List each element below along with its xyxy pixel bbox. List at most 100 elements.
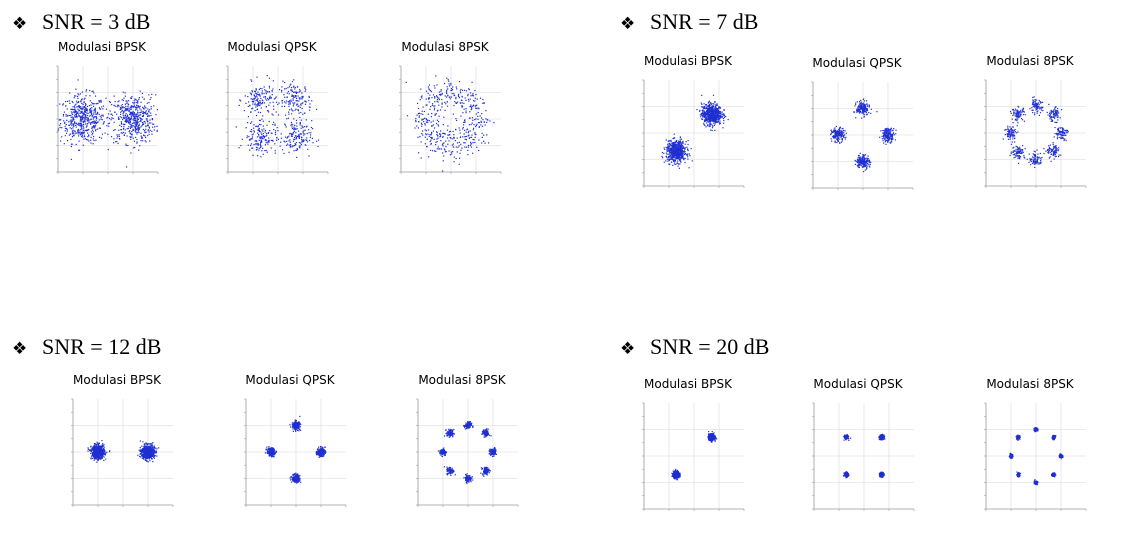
scatter-point [276,140,277,141]
scatter-point [466,139,467,140]
scatter-point [101,115,102,116]
scatter-point [141,119,142,120]
scatter-point [463,124,464,125]
scatter-point [711,112,712,113]
scatter-point [264,86,265,87]
scatter-point [1009,126,1010,127]
scatter-point [89,105,90,106]
scatter-point [308,155,309,156]
scatter-point [265,90,266,91]
scatter-point [482,126,483,127]
scatter-point [1011,153,1012,154]
scatter-point [151,134,152,135]
scatter-point [419,117,420,118]
scatter-point [148,102,149,103]
scatter-point [298,109,299,110]
scatter-point [256,95,257,96]
scatter-point [1054,136,1055,137]
scatter-point [122,133,123,134]
scatter-point [252,155,253,156]
scatter-point [1024,111,1025,112]
scatter-point [882,136,883,137]
scatter-point [471,108,472,109]
scatter-point [429,85,430,86]
scatter-point [123,92,124,93]
scatter-point [250,131,251,132]
scatter-point [1058,129,1059,130]
scatter-point [493,122,494,123]
scatter-point [72,119,73,120]
scatter-point [432,105,433,106]
scatter-point [845,138,846,139]
scatter-point [1013,127,1014,128]
scatter-point [278,103,279,104]
scatter-point [302,140,303,141]
scatter-point [425,137,426,138]
scatter-point [142,93,143,94]
scatter-point [1003,138,1004,139]
scatter-point [448,81,449,82]
scatter-point [251,121,252,122]
scatter-point [863,98,864,99]
scatter-point [116,134,117,135]
scatter-point [855,117,856,118]
scatter-point [446,90,447,91]
scatter-point [121,126,122,127]
scatter-point [61,136,62,137]
scatter-point [1047,112,1048,113]
scatter-point [103,444,104,445]
scatter-point [150,99,151,100]
scatter-point [475,105,476,106]
scatter-point [285,115,286,116]
scatter-point [293,79,294,80]
scatter-point [890,142,891,143]
scatter-point [123,100,124,101]
scatter-point [286,118,287,119]
constellation-bpsk-12db-svg [65,395,175,513]
scatter-point [674,144,675,145]
scatter-point [139,127,140,128]
scatter-point [128,122,129,123]
scatter-point [300,133,301,134]
scatter-point [459,142,460,143]
scatter-point [248,101,249,102]
scatter-point [126,116,127,117]
scatter-point [298,95,299,96]
scatter-point [155,114,156,115]
scatter-point [426,104,427,105]
scatter-point [886,137,887,138]
scatter-point [471,147,472,148]
scatter-point [290,99,291,100]
scatter-point [117,136,118,137]
scatter-point [442,104,443,105]
scatter-point [1012,119,1013,120]
scatter-point [147,135,148,136]
scatter-point [428,156,429,157]
scatter-point [463,142,464,143]
scatter-point [272,140,273,141]
scatter-point [457,101,458,102]
scatter-point [147,121,148,122]
scatter-point [73,133,74,134]
scatter-point [72,101,73,102]
scatter-point [865,111,866,112]
scatter-point [684,151,685,152]
scatter-point [295,150,296,151]
scatter-point [448,134,449,135]
scatter-point [144,132,145,133]
scatter-point [679,156,680,157]
scatter-point [427,122,428,123]
scatter-point [442,170,443,171]
scatter-point [488,142,489,143]
scatter-point [115,106,116,107]
scatter-point [1053,144,1054,145]
scatter-point [299,117,300,118]
scatter-point [470,130,471,131]
scatter-point [136,133,137,134]
scatter-point [143,115,144,116]
scatter-point [1023,108,1024,109]
scatter-point [259,124,260,125]
scatter-point [443,117,444,118]
scatter-point [1017,122,1018,123]
scatter-point [1060,117,1061,118]
